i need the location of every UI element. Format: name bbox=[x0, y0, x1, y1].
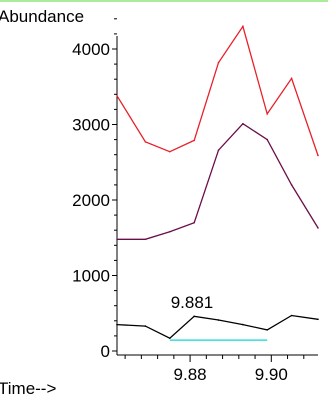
data-point bbox=[266, 138, 269, 141]
y-tick-label: 0 bbox=[101, 342, 110, 361]
annotation-layer: 9.881 bbox=[169, 293, 268, 341]
x-tick-label: 9.90 bbox=[255, 365, 288, 384]
peak-label: 9.881 bbox=[171, 293, 214, 312]
y-axis-label: Abundance bbox=[0, 7, 84, 26]
data-point bbox=[144, 238, 147, 241]
data-point bbox=[290, 77, 293, 80]
data-point bbox=[116, 95, 118, 97]
series-line-2 bbox=[117, 122, 319, 240]
data-point bbox=[144, 325, 147, 327]
data-point bbox=[116, 238, 118, 241]
data-point bbox=[168, 230, 171, 233]
y-tick-label: 2000 bbox=[72, 191, 110, 210]
data-point bbox=[193, 315, 195, 318]
data-point bbox=[193, 221, 195, 224]
x-axis-label: Time--> bbox=[0, 379, 56, 398]
data-point bbox=[266, 329, 269, 331]
series-layer bbox=[116, 24, 319, 339]
y-tick-label: 4000 bbox=[72, 40, 110, 59]
axes: 0 1000 2000 3000 4000 9.88 9.90 bbox=[72, 18, 318, 384]
y-tick-label: 1000 bbox=[72, 267, 110, 286]
data-point bbox=[193, 139, 195, 142]
data-point bbox=[266, 113, 269, 115]
data-point bbox=[317, 227, 319, 229]
x-tick-label: 9.88 bbox=[174, 365, 207, 384]
data-point bbox=[317, 318, 319, 321]
data-point bbox=[242, 25, 244, 28]
data-point bbox=[168, 337, 171, 339]
series-line-1 bbox=[116, 24, 319, 156]
data-point bbox=[242, 323, 244, 326]
data-point bbox=[217, 149, 220, 151]
series-line-3 bbox=[116, 314, 319, 339]
data-point bbox=[217, 319, 220, 321]
data-point bbox=[317, 154, 319, 157]
data-point bbox=[217, 61, 220, 64]
data-point bbox=[242, 122, 244, 125]
y-tick-label: 3000 bbox=[72, 116, 110, 135]
data-point bbox=[290, 184, 293, 186]
data-point bbox=[290, 314, 293, 317]
data-point bbox=[116, 323, 118, 326]
data-point bbox=[168, 150, 171, 153]
data-point bbox=[144, 141, 147, 143]
